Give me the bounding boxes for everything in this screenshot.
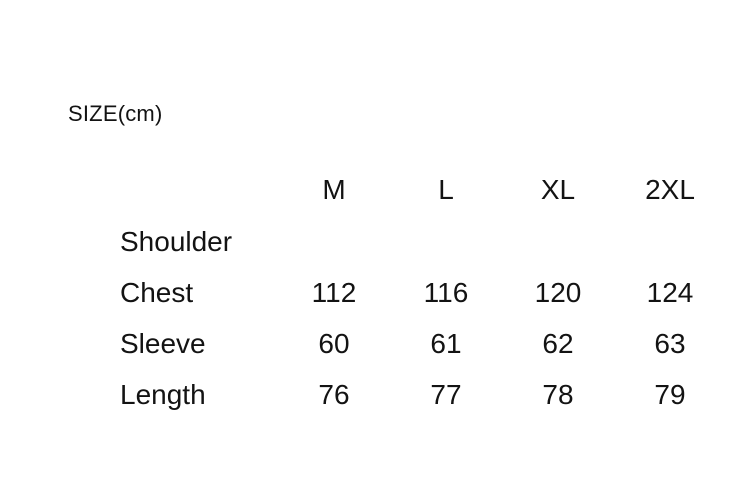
sleeve-value-xl: 62 (542, 327, 574, 359)
sleeve-value-2xl: 63 (654, 327, 686, 359)
chest-value-m: 112 (311, 276, 357, 308)
page-title: SIZE(cm) (68, 101, 163, 126)
chest-value-l: 116 (423, 276, 469, 308)
column-header-xl: XL (540, 174, 576, 205)
size-table: M L XL 2XL Shoulder Chest 112 116 120 12… (120, 164, 726, 420)
length-value-2xl: 79 (654, 378, 686, 410)
sleeve-value-m: 60 (318, 327, 350, 359)
column-header-l: L (438, 174, 454, 205)
column-header-2xl: 2XL (645, 174, 695, 205)
chest-value-2xl: 124 (646, 276, 694, 308)
chest-value-xl: 120 (534, 276, 582, 308)
row-label-shoulder: Shoulder (120, 225, 233, 257)
sleeve-value-l: 61 (430, 327, 462, 359)
length-value-m: 76 (318, 378, 350, 410)
column-header-m: M (322, 174, 346, 205)
row-label-chest: Chest (120, 276, 194, 308)
length-value-l: 77 (430, 378, 462, 410)
row-label-sleeve: Sleeve (120, 327, 206, 359)
length-value-xl: 78 (542, 378, 574, 410)
row-label-length: Length (120, 378, 206, 410)
